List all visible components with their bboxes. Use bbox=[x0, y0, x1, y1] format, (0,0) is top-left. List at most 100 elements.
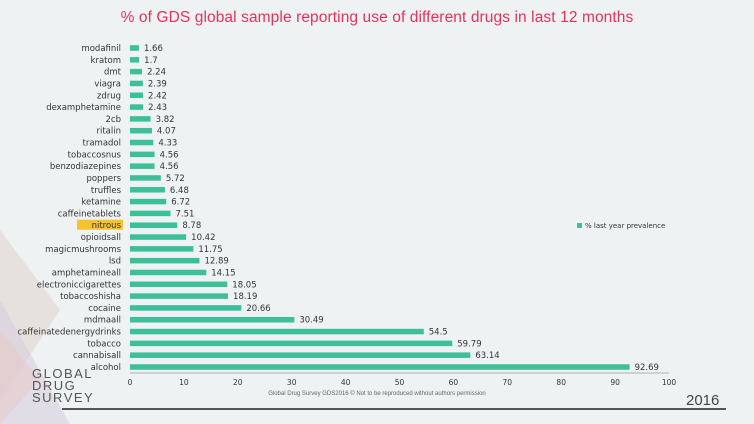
bar-ketamine bbox=[130, 198, 167, 205]
value-label-dmt: 2.24 bbox=[147, 68, 166, 78]
value-label-opioidsall: 10.42 bbox=[191, 233, 215, 243]
category-label-tobaccoshisha: tobaccoshisha bbox=[60, 292, 121, 302]
bar-modafinil bbox=[130, 45, 139, 51]
bar-cannabisall bbox=[130, 352, 471, 358]
bar-tobaccoshisha bbox=[130, 293, 229, 299]
value-label-caffeinatedenergydrinks: 54.5 bbox=[429, 328, 448, 338]
legend: % last year prevalence bbox=[577, 222, 665, 230]
logo-line-1: GLOBAL bbox=[32, 366, 94, 381]
bar-caffeinetablets bbox=[130, 210, 171, 217]
category-label-cocaine: cocaine bbox=[88, 304, 121, 314]
bar-alcohol bbox=[130, 364, 630, 370]
x-tick-label: 100 bbox=[662, 378, 677, 387]
value-label-truffles: 6.48 bbox=[170, 186, 189, 196]
bar-truffles bbox=[130, 187, 165, 193]
highlight-nitrous bbox=[77, 219, 123, 230]
category-label-viagra: viagra bbox=[94, 79, 121, 89]
footer-note: Global Drug Survey GDS2016 © Not to be r… bbox=[268, 391, 486, 397]
legend-swatch bbox=[577, 223, 582, 228]
value-label-benzodiazepines: 4.56 bbox=[160, 162, 179, 172]
logo-line-3: SURVEY bbox=[32, 390, 95, 405]
category-label-nitrous: nitrous bbox=[92, 221, 122, 231]
value-label-dexamphetamine: 2.43 bbox=[148, 103, 167, 113]
x-tick-label: 30 bbox=[287, 378, 297, 387]
bar-benzodiazepines bbox=[130, 163, 155, 169]
value-label-electroniccigarettes: 18.05 bbox=[232, 280, 256, 290]
value-label-caffeinetablets: 7.51 bbox=[175, 209, 194, 219]
value-label-nitrous: 8.78 bbox=[182, 221, 201, 231]
x-tick-label: 10 bbox=[179, 378, 189, 387]
category-label-opioidsall: opioidsall bbox=[81, 233, 121, 243]
year-label: 2016 bbox=[686, 392, 720, 409]
value-label-2cb: 3.82 bbox=[156, 115, 175, 125]
bar-lsd bbox=[130, 257, 200, 264]
bar-nitrous bbox=[130, 222, 178, 228]
category-label-caffeinetablets: caffeinetablets bbox=[58, 209, 122, 219]
bar-electroniccigarettes bbox=[130, 281, 228, 288]
x-tick-label: 20 bbox=[233, 378, 243, 387]
value-label-poppers: 5.72 bbox=[166, 174, 185, 184]
value-label-tobaccosnus: 4.56 bbox=[160, 150, 179, 160]
bar-cocaine bbox=[130, 305, 242, 311]
x-tick-label: 60 bbox=[449, 378, 459, 387]
value-label-cocaine: 20.66 bbox=[246, 304, 270, 314]
category-label-amphetamineall: amphetamineall bbox=[52, 268, 121, 278]
bar-kratom bbox=[130, 57, 140, 63]
category-label-zdrug: zdrug bbox=[97, 91, 121, 101]
bars-layer: modafinil 1.66 kratom 1.7 dmt 2.24 viagra 2.39 z… bbox=[18, 44, 659, 373]
bar-ritalin bbox=[130, 127, 152, 134]
category-label-poppers: poppers bbox=[86, 174, 121, 184]
category-label-ritalin: ritalin bbox=[96, 127, 121, 137]
value-label-zdrug: 2.42 bbox=[148, 91, 167, 101]
x-tick-label: 0 bbox=[128, 378, 133, 387]
bar-mdmaall bbox=[130, 316, 295, 323]
category-label-mdmaall: mdmaall bbox=[84, 316, 121, 326]
category-label-caffeinatedenergydrinks: caffeinatedenergydrinks bbox=[18, 328, 122, 338]
value-label-lsd: 12.89 bbox=[204, 257, 228, 267]
value-label-viagra: 2.39 bbox=[148, 79, 167, 89]
bar-tramadol bbox=[130, 139, 154, 146]
bar-magicmushrooms bbox=[130, 246, 194, 252]
x-tick-label: 40 bbox=[341, 378, 351, 387]
category-label-alcohol: alcohol bbox=[91, 363, 121, 373]
category-label-ketamine: ketamine bbox=[81, 198, 121, 208]
category-label-modafinil: modafinil bbox=[81, 44, 121, 54]
category-label-truffles: truffles bbox=[91, 186, 122, 196]
bar-amphetamineall bbox=[130, 269, 207, 276]
logo-line-2: DRUG bbox=[32, 378, 77, 393]
category-label-kratom: kratom bbox=[91, 56, 121, 66]
bar-tobaccosnus bbox=[130, 151, 155, 158]
bottom-divider bbox=[62, 408, 726, 410]
value-label-tobaccoshisha: 18.19 bbox=[233, 292, 257, 302]
bar-dmt bbox=[130, 68, 143, 75]
gds-logo: GLOBAL DRUG SURVEY bbox=[32, 366, 95, 405]
x-tick-label: 50 bbox=[395, 378, 405, 387]
value-label-mdmaall: 30.49 bbox=[299, 316, 323, 326]
value-label-modafinil: 1.66 bbox=[144, 44, 163, 54]
category-label-dmt: dmt bbox=[104, 68, 122, 78]
x-tick-label: 70 bbox=[503, 378, 513, 387]
category-label-lsd: lsd bbox=[109, 257, 121, 267]
x-axis: 0 10 20 30 40 50 60 70 80 90 100 bbox=[128, 372, 677, 387]
value-label-amphetamineall: 14.15 bbox=[211, 268, 235, 278]
bar-tobacco bbox=[130, 340, 453, 347]
bar-2cb bbox=[130, 116, 151, 122]
bar-zdrug bbox=[130, 92, 144, 99]
value-label-kratom: 1.7 bbox=[144, 56, 158, 66]
category-label-2cb: 2cb bbox=[106, 115, 121, 125]
category-label-tobacco: tobacco bbox=[87, 339, 121, 349]
bar-poppers bbox=[130, 175, 161, 181]
category-label-benzodiazepines: benzodiazepines bbox=[50, 162, 122, 172]
bar-opioidsall bbox=[130, 234, 187, 240]
value-label-tramadol: 4.33 bbox=[158, 139, 177, 149]
category-label-magicmushrooms: magicmushrooms bbox=[45, 245, 121, 255]
category-label-electroniccigarettes: electroniccigarettes bbox=[37, 280, 122, 290]
bar-caffeinatedenergydrinks bbox=[130, 328, 424, 335]
category-label-dexamphetamine: dexamphetamine bbox=[46, 103, 121, 113]
value-label-tobacco: 59.79 bbox=[457, 339, 481, 349]
bar-dexamphetamine bbox=[130, 104, 144, 110]
legend-label: % last year prevalence bbox=[585, 222, 665, 230]
category-label-tobaccosnus: tobaccosnus bbox=[68, 150, 122, 160]
x-tick-label: 80 bbox=[556, 378, 566, 387]
